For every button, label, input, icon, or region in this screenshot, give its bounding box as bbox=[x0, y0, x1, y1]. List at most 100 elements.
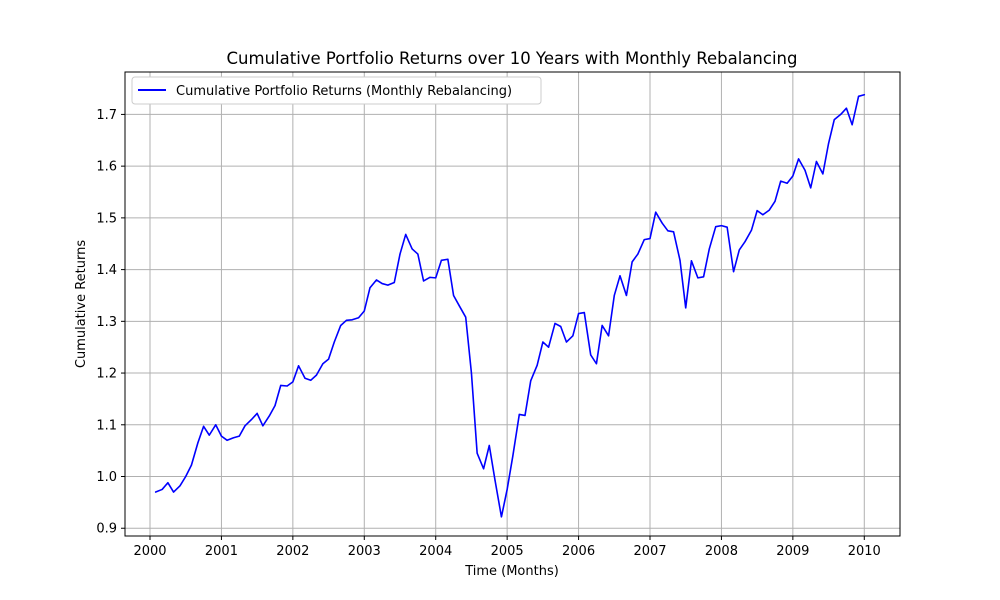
data-point bbox=[542, 341, 544, 343]
data-point bbox=[536, 364, 538, 366]
data-point bbox=[375, 279, 378, 281]
legend-box bbox=[131, 76, 542, 105]
data-point bbox=[292, 381, 294, 383]
data-point bbox=[286, 385, 288, 387]
data-point bbox=[197, 442, 199, 444]
data-point bbox=[685, 307, 687, 309]
data-point bbox=[310, 379, 312, 381]
data-point bbox=[393, 281, 395, 284]
y-tick-label: 1.5 bbox=[96, 211, 117, 226]
data-point bbox=[708, 248, 710, 250]
data-point bbox=[167, 482, 169, 484]
y-tick-label: 1.6 bbox=[96, 160, 117, 175]
data-point bbox=[322, 363, 324, 365]
x-axis-label: Time (Months) bbox=[464, 564, 559, 579]
x-tick-label: 2008 bbox=[705, 544, 738, 559]
data-point bbox=[827, 142, 830, 144]
data-point bbox=[572, 335, 574, 337]
data-point bbox=[590, 354, 592, 356]
data-point bbox=[792, 175, 794, 177]
x-tick-label: 2007 bbox=[633, 544, 666, 559]
data-point bbox=[226, 439, 228, 441]
data-point bbox=[220, 435, 223, 437]
data-point bbox=[863, 94, 865, 96]
data-point bbox=[554, 322, 556, 324]
data-point bbox=[726, 226, 728, 228]
data-point bbox=[631, 261, 633, 263]
x-axis-ticks: 2000 2001 2002 2003 2004 2005 2006 2007 2008 2009… bbox=[133, 536, 881, 559]
data-point bbox=[381, 282, 383, 285]
plot-frame bbox=[124, 71, 901, 537]
data-point bbox=[488, 444, 490, 447]
data-point bbox=[417, 253, 419, 255]
data-point bbox=[161, 488, 163, 491]
data-point bbox=[238, 435, 240, 437]
data-point bbox=[179, 485, 181, 487]
legend: Cumulative Portfolio Returns (Monthly Re… bbox=[131, 76, 542, 105]
data-point bbox=[679, 259, 681, 261]
data-point bbox=[215, 424, 217, 426]
data-point bbox=[697, 277, 699, 279]
legend-label: Cumulative Portfolio Returns (Monthly Re… bbox=[176, 84, 512, 99]
x-tick-label: 2009 bbox=[776, 544, 809, 559]
data-point bbox=[822, 173, 824, 175]
x-tick-label: 2004 bbox=[419, 544, 452, 559]
data-point bbox=[458, 305, 460, 307]
grid-lines bbox=[125, 72, 900, 536]
y-tick-label: 1.1 bbox=[96, 418, 117, 433]
data-point bbox=[345, 319, 348, 321]
data-point bbox=[280, 384, 282, 387]
data-point bbox=[851, 124, 853, 126]
data-point bbox=[435, 277, 437, 279]
data-point bbox=[506, 488, 508, 491]
data-point bbox=[583, 311, 585, 314]
data-point bbox=[470, 372, 473, 374]
data-point bbox=[750, 229, 753, 231]
x-tick-label: 2001 bbox=[205, 544, 238, 559]
data-point bbox=[405, 233, 407, 236]
data-point bbox=[815, 160, 818, 163]
data-point bbox=[625, 294, 628, 297]
data-point bbox=[476, 452, 478, 454]
data-point bbox=[304, 377, 306, 379]
x-tick-label: 2002 bbox=[276, 544, 309, 559]
x-tick-label: 2006 bbox=[562, 544, 595, 559]
data-point bbox=[363, 310, 365, 312]
data-point bbox=[482, 468, 485, 470]
chart-title: Cumulative Portfolio Returns over 10 Yea… bbox=[227, 49, 798, 68]
data-point bbox=[494, 479, 496, 481]
data-point bbox=[637, 253, 639, 255]
data-point bbox=[810, 187, 812, 189]
data-point bbox=[613, 294, 615, 297]
data-point bbox=[565, 341, 568, 343]
data-point bbox=[351, 319, 353, 321]
y-tick-label: 1.7 bbox=[96, 108, 117, 123]
data-point bbox=[340, 324, 342, 327]
data-point bbox=[840, 113, 842, 116]
data-point bbox=[315, 374, 318, 376]
data-point bbox=[732, 271, 735, 273]
data-point bbox=[190, 464, 193, 466]
data-point bbox=[619, 275, 621, 277]
data-point bbox=[833, 118, 835, 121]
data-point bbox=[297, 365, 300, 367]
data-point bbox=[780, 180, 782, 182]
y-tick-label: 1.0 bbox=[96, 470, 117, 485]
data-point bbox=[524, 414, 526, 417]
data-point bbox=[512, 455, 514, 457]
y-axis-label: Cumulative Returns bbox=[74, 240, 89, 368]
data-point bbox=[720, 225, 723, 227]
data-point bbox=[530, 380, 532, 382]
data-point bbox=[702, 276, 705, 278]
data-point bbox=[232, 437, 235, 439]
data-point bbox=[452, 294, 455, 297]
data-point bbox=[845, 107, 848, 109]
data-point bbox=[399, 253, 401, 255]
data-point bbox=[744, 241, 746, 243]
data-point bbox=[797, 158, 800, 160]
y-tick-label: 1.2 bbox=[96, 367, 117, 382]
data-point bbox=[643, 239, 645, 241]
y-tick-label: 1.4 bbox=[96, 263, 117, 278]
data-point bbox=[262, 425, 264, 427]
data-point bbox=[268, 415, 270, 417]
